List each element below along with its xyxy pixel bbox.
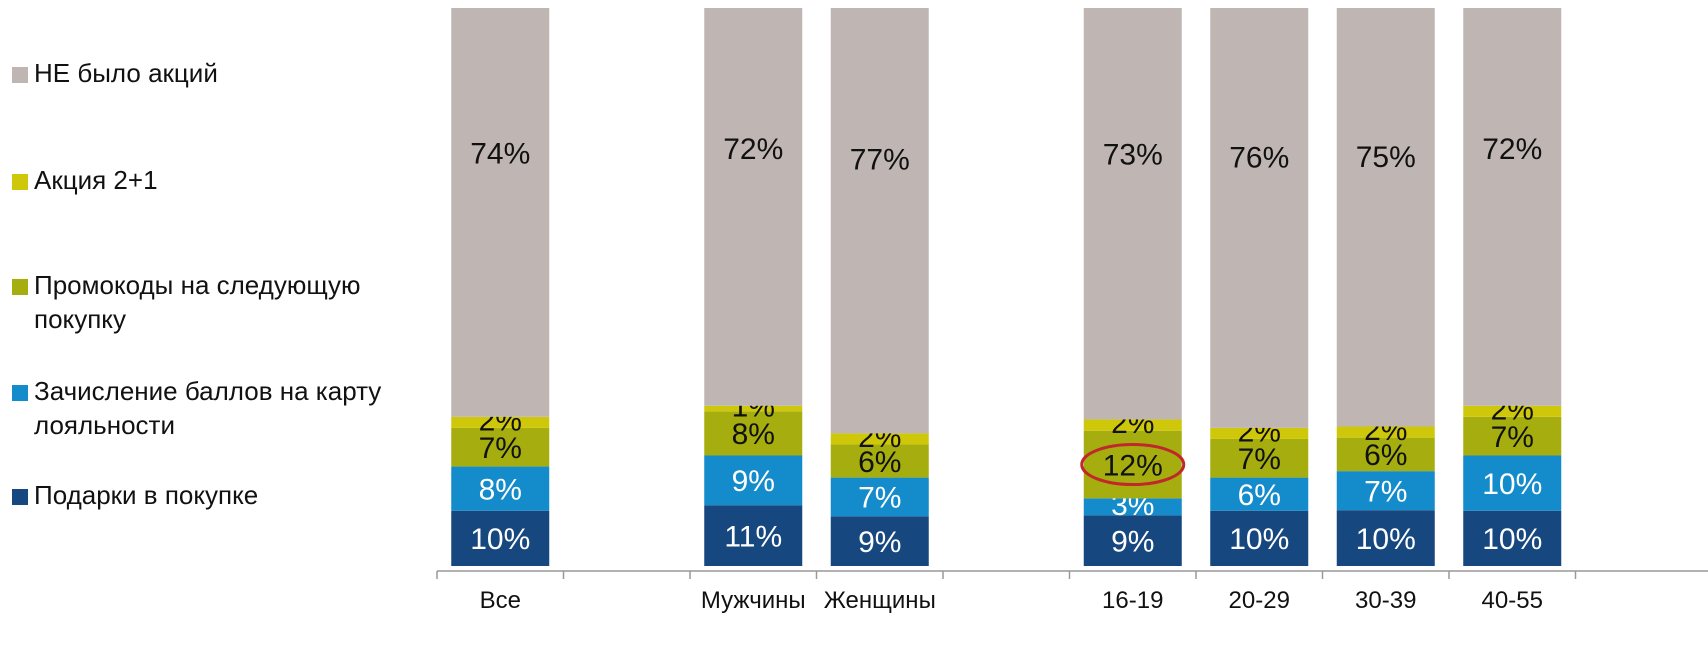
bar-16-19: 9%3%12%2%73% [1083, 8, 1182, 566]
bar-segment [830, 477, 929, 517]
bar-segment [1083, 498, 1182, 516]
bar-segment [451, 466, 550, 511]
bar-segment [1463, 510, 1562, 566]
data-label: 10% [1229, 523, 1289, 556]
bar-segment [704, 8, 803, 406]
bar-segment [1210, 477, 1309, 511]
data-label: 9% [732, 465, 775, 498]
data-label: 12% [1103, 449, 1163, 482]
data-label: 9% [1111, 525, 1154, 558]
data-label: 72% [1482, 133, 1542, 166]
bar-segment [451, 8, 550, 417]
bar-segment [1210, 510, 1309, 566]
data-label: 7% [1238, 443, 1281, 476]
bar-segment [1463, 455, 1562, 511]
bar-Женщины: 9%7%6%2%77% [830, 8, 929, 566]
bar-segment [704, 505, 803, 566]
bar-segment [1083, 430, 1182, 499]
bar-segment [830, 433, 929, 445]
data-label: 9% [858, 526, 901, 559]
legend-swatch [12, 279, 28, 295]
bar-segment [1083, 515, 1182, 566]
bar-segment [1210, 427, 1309, 439]
data-label: 11% [724, 520, 782, 553]
x-tick-label: Мужчины [701, 587, 806, 614]
data-label: 73% [1103, 138, 1163, 171]
legend-label: Промокоды на следующую покупку [34, 270, 361, 334]
data-label: 10% [1356, 523, 1416, 556]
bar-segment [1336, 437, 1435, 472]
legend-swatch [12, 385, 28, 401]
bar-segment [830, 8, 929, 434]
bar-segment [451, 416, 550, 428]
data-label: 10% [470, 523, 530, 556]
bar-segment [704, 411, 803, 456]
bar-30-39: 10%7%6%2%75% [1336, 8, 1435, 566]
x-tick-label: 30-39 [1355, 587, 1416, 614]
x-tick-label: Все [480, 587, 521, 614]
data-label: 8% [479, 473, 522, 506]
legend-swatch [12, 67, 28, 83]
bar-segment [1463, 416, 1562, 456]
bar-segment [1336, 471, 1435, 511]
bar-segment [1336, 8, 1435, 427]
legend: НЕ было акций Акция 2+1 Промокоды на следу… [12, 0, 442, 560]
legend-label: НЕ было акций [34, 58, 218, 88]
legend-swatch [12, 489, 28, 505]
data-label: 74% [470, 137, 530, 170]
data-label: 6% [858, 446, 901, 479]
data-label: 7% [1491, 421, 1534, 454]
bar-segment [1463, 405, 1562, 417]
legend-swatch [12, 174, 28, 190]
x-tick-label: 20-29 [1229, 587, 1290, 614]
legend-label: Акция 2+1 [34, 165, 158, 195]
data-label: 6% [1238, 479, 1281, 512]
bar-segment [1336, 426, 1435, 438]
bar-segment [1336, 510, 1435, 566]
data-label: 7% [1364, 475, 1407, 508]
x-tick-label: 40-55 [1482, 587, 1543, 614]
data-label: 76% [1229, 142, 1289, 175]
bar-segment [1083, 419, 1182, 431]
bar-segment [1463, 8, 1562, 406]
bar-segment [1210, 8, 1309, 428]
data-label: 8% [732, 418, 775, 451]
bar-segment [704, 405, 803, 412]
data-label: 10% [1482, 523, 1542, 556]
data-label: 77% [850, 144, 910, 177]
bar-segment [451, 510, 550, 566]
data-label: 10% [1482, 468, 1542, 501]
legend-label: Зачисление баллов на карту лояльности [34, 376, 382, 440]
bar-segment [1083, 8, 1182, 420]
x-tick-label: Женщины [824, 587, 936, 614]
highlight-ellipse [1080, 443, 1186, 487]
bar-Мужчины: 11%9%8%1%72% [704, 8, 803, 566]
bar-segment [451, 427, 550, 467]
data-label: 75% [1356, 141, 1416, 174]
data-label: 7% [858, 482, 901, 515]
legend-label: Подарки в покупке [34, 480, 259, 510]
bar-segment [830, 516, 929, 566]
x-tick-label: 16-19 [1102, 587, 1163, 614]
bar-40-55: 10%10%7%2%72% [1463, 8, 1562, 566]
data-label: 7% [479, 432, 522, 465]
data-label: 72% [723, 133, 783, 166]
bar-segment [830, 444, 929, 478]
bar-segment [1210, 438, 1309, 478]
bar-20-29: 10%6%7%2%76% [1210, 8, 1309, 566]
bar-Все: 10%8%7%2%74% [451, 8, 550, 566]
bar-segment [704, 455, 803, 506]
data-label: 6% [1364, 439, 1407, 472]
